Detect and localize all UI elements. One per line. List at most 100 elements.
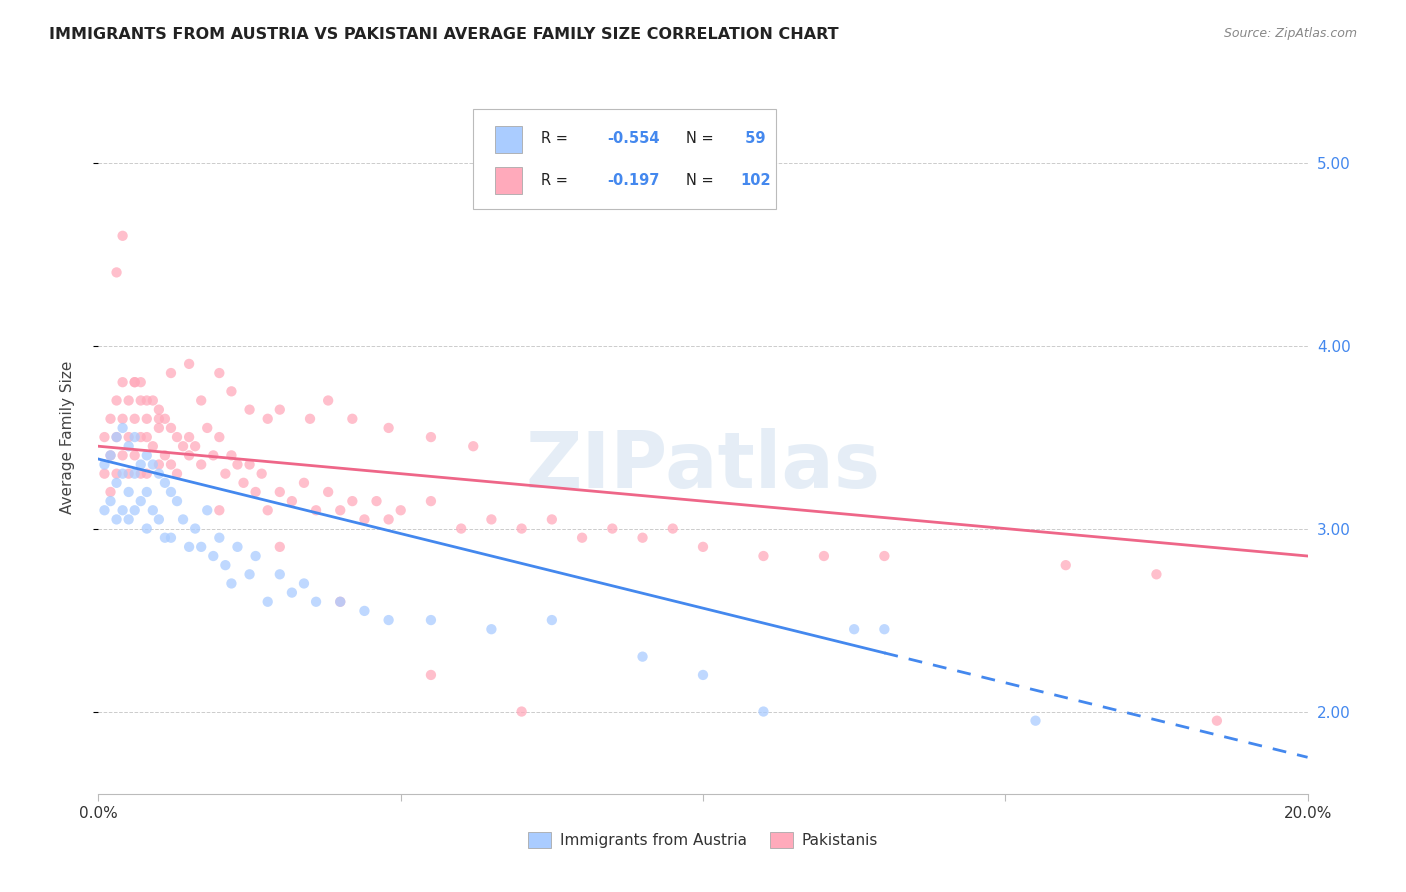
Point [245,485,267,500]
Point [148,467,170,481]
Point [377,421,399,435]
Point [540,512,562,526]
Point [510,705,533,719]
Point [329,595,352,609]
Point [239,458,262,472]
Point [813,549,835,563]
Point [148,402,170,417]
Point [111,375,134,389]
Point [129,430,152,444]
Text: R =: R = [541,131,572,146]
Point [342,411,364,425]
Point [166,430,188,444]
Point [148,421,170,435]
Point [111,421,134,435]
Point [129,467,152,481]
Point [124,375,146,389]
Point [316,393,339,408]
Point [142,439,165,453]
Point [124,411,146,425]
Point [661,522,683,536]
Point [256,595,278,609]
Point [124,503,146,517]
Point [353,604,375,618]
Point [190,393,212,408]
Point [226,458,249,472]
Point [105,430,128,444]
Point [692,668,714,682]
Point [420,494,443,508]
Point [873,622,896,636]
Point [256,411,278,425]
Text: -0.197: -0.197 [607,173,659,187]
Point [195,421,218,435]
Point [179,430,201,444]
Text: N =: N = [686,131,718,146]
Point [377,613,399,627]
Point [202,549,225,563]
Point [111,467,134,481]
Point [105,265,128,279]
Point [366,494,388,508]
Point [269,567,291,582]
Point [160,421,183,435]
Point [166,467,188,481]
Point [135,430,157,444]
Point [129,494,152,508]
FancyBboxPatch shape [495,126,522,153]
FancyBboxPatch shape [474,109,776,209]
Point [118,430,141,444]
Point [214,467,236,481]
Point [153,475,176,490]
Point [118,439,141,453]
Point [184,522,207,536]
Point [184,439,207,453]
Point [292,576,315,591]
Point [481,512,503,526]
Point [281,494,304,508]
Point [1206,714,1229,728]
Point [105,467,128,481]
Point [269,540,291,554]
Point [105,393,128,408]
Point [135,485,157,500]
Point [118,393,141,408]
FancyBboxPatch shape [495,168,522,194]
Point [305,503,328,517]
Point [100,485,122,500]
Point [153,449,176,463]
Point [631,531,654,545]
Text: 102: 102 [741,173,770,187]
Point [135,393,157,408]
Point [105,430,128,444]
Point [571,531,593,545]
Point [142,393,165,408]
Point [190,540,212,554]
Point [166,494,188,508]
Point [153,531,176,545]
Point [160,458,183,472]
Point [129,458,152,472]
Point [118,467,141,481]
Point [450,522,472,536]
Point [148,411,170,425]
Point [221,449,243,463]
Point [232,475,254,490]
Text: R =: R = [541,173,572,187]
Point [214,558,236,573]
Point [329,503,352,517]
Point [93,503,115,517]
Point [420,668,443,682]
Point [281,585,304,599]
Text: ZIPatlas: ZIPatlas [526,427,880,504]
Point [329,595,352,609]
Point [142,503,165,517]
Point [172,512,194,526]
Point [752,549,775,563]
Point [179,449,201,463]
Text: N =: N = [686,173,718,187]
Point [124,449,146,463]
Point [129,393,152,408]
Point [221,576,243,591]
Point [172,439,194,453]
